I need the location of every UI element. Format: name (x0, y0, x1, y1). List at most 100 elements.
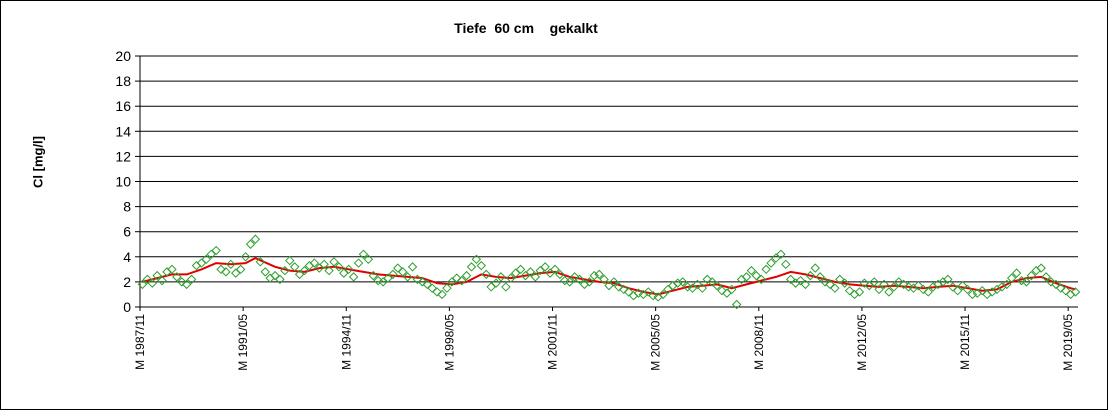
data-point (589, 270, 599, 281)
data-point (402, 272, 413, 282)
data-point (712, 280, 722, 291)
data-point (776, 249, 786, 259)
data-point (289, 262, 300, 272)
data-point (348, 272, 359, 282)
data-point (584, 277, 595, 287)
data-point (1046, 277, 1056, 287)
data-point (157, 275, 167, 286)
data-point (240, 252, 251, 262)
data-point (751, 270, 762, 281)
data-point (181, 279, 192, 290)
data-point (943, 274, 953, 285)
scatter-series (137, 234, 1081, 310)
data-point (1070, 287, 1081, 297)
data-point (393, 263, 403, 273)
data-point (658, 289, 668, 300)
data-point (329, 257, 339, 267)
chart-title: Tiefe 60 cm gekalkt (454, 20, 598, 36)
data-point (1056, 283, 1066, 293)
data-point (344, 264, 354, 275)
y-tick-label: 20 (115, 48, 131, 64)
data-point (874, 284, 884, 295)
data-point (186, 274, 197, 285)
y-tick-label: 14 (115, 123, 131, 139)
data-point (923, 287, 933, 297)
data-point (810, 263, 820, 273)
data-point (898, 279, 909, 290)
data-point (815, 272, 825, 282)
data-point (741, 272, 752, 282)
data-point (442, 283, 452, 293)
data-point (250, 234, 261, 244)
data-point (903, 282, 914, 292)
data-point (506, 273, 516, 283)
data-point (717, 285, 727, 296)
data-point (275, 274, 285, 285)
data-point (859, 278, 870, 288)
x-tick-label: M 1991/05 (236, 314, 250, 371)
data-point (977, 285, 987, 296)
x-tick-label: M 2001/11 (546, 314, 560, 370)
data-point (491, 278, 501, 288)
y-tick-label: 16 (115, 98, 131, 114)
data-point (560, 275, 570, 286)
data-point (879, 279, 889, 290)
data-point (619, 284, 629, 295)
x-tick-label: M 2008/11 (752, 314, 766, 370)
data-point (766, 258, 776, 268)
y-tick-label: 0 (123, 299, 131, 315)
data-point (962, 284, 973, 295)
data-point (682, 282, 693, 292)
data-point (407, 262, 418, 272)
data-point (673, 278, 683, 288)
data-point (142, 274, 153, 285)
data-point (476, 260, 487, 271)
data-point (697, 283, 708, 293)
data-point (884, 287, 894, 297)
data-point (452, 273, 462, 283)
data-point (609, 277, 619, 287)
data-point (805, 270, 816, 281)
data-point (795, 275, 806, 286)
data-point (918, 284, 929, 295)
data-point (952, 285, 963, 296)
data-point (412, 274, 423, 285)
data-point (461, 270, 472, 281)
x-tick-label: M 2019/05 (1061, 314, 1075, 371)
gridlines (140, 55, 1078, 283)
data-point (830, 283, 840, 293)
data-point (731, 299, 742, 310)
x-tick-label: M 2015/11 (958, 314, 972, 370)
data-point (565, 277, 575, 287)
data-point (373, 275, 383, 286)
data-point (692, 279, 703, 290)
data-point (756, 274, 766, 285)
data-point (177, 277, 187, 287)
data-point (1011, 268, 1022, 278)
data-point (363, 254, 374, 265)
data-point (525, 267, 536, 277)
data-point (353, 258, 364, 268)
data-point (231, 268, 241, 278)
axes (135, 55, 1078, 311)
data-point (471, 254, 482, 265)
data-point (1016, 275, 1027, 286)
x-tick-label: M 1994/11 (339, 314, 353, 370)
data-point (167, 264, 177, 275)
data-point (913, 280, 924, 291)
data-point (702, 274, 712, 285)
data-point (707, 277, 717, 287)
data-point (501, 282, 511, 292)
data-point (1061, 285, 1071, 296)
y-tick-label: 18 (115, 73, 131, 89)
data-point (211, 245, 221, 256)
data-point (255, 257, 266, 267)
y-tick-label: 4 (123, 249, 131, 265)
data-point (1026, 270, 1037, 281)
data-point (550, 264, 560, 275)
data-point (574, 274, 585, 285)
y-tick-label: 12 (115, 148, 131, 164)
data-point (201, 254, 212, 265)
data-point (746, 265, 757, 276)
